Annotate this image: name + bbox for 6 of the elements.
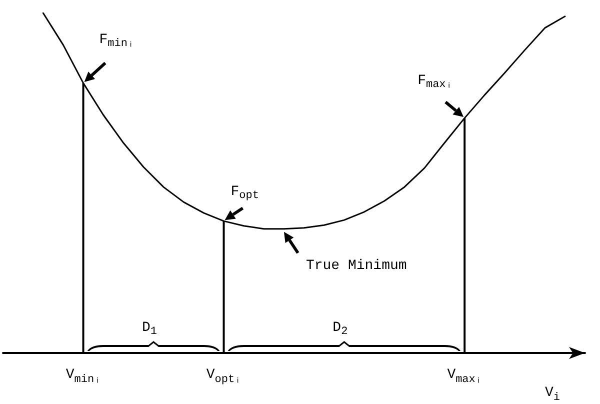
annotation: D$_{2}$ <box>332 320 348 338</box>
annotation: F$_{opt}$ <box>230 184 259 202</box>
annotation: D$_{1}$ <box>142 320 158 338</box>
annotation: True Minimum <box>306 258 407 274</box>
annotation: F$_{minᵢ}$ <box>99 32 134 50</box>
annotation: F$_{maxᵢ}$ <box>418 73 452 92</box>
